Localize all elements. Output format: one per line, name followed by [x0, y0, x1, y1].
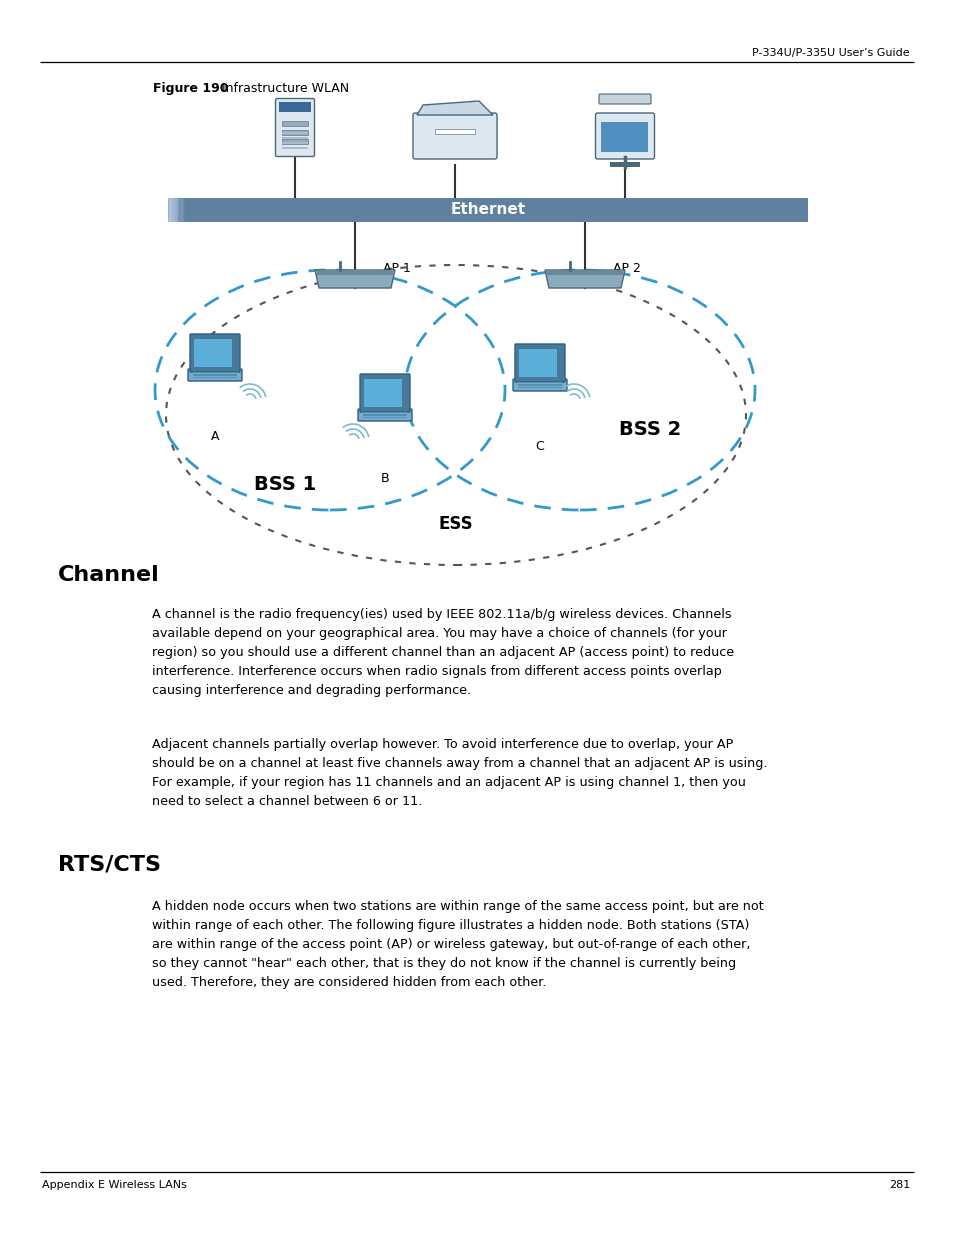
Bar [177, 198, 178, 222]
Bar [172, 198, 173, 222]
Bar [177, 198, 179, 222]
Bar [185, 198, 186, 222]
Text: 281: 281 [888, 1179, 909, 1191]
Bar [193, 372, 236, 373]
Bar [193, 374, 236, 375]
Bar [363, 416, 407, 417]
Bar [517, 384, 561, 385]
Bar [171, 198, 172, 222]
Bar [282, 137, 308, 140]
Bar [193, 377, 236, 378]
Bar [183, 198, 184, 222]
Bar [364, 379, 401, 408]
FancyBboxPatch shape [190, 333, 240, 372]
Bar [184, 198, 185, 222]
Bar [180, 198, 182, 222]
Bar [178, 198, 180, 222]
Text: A hidden node occurs when two stations are within range of the same access point: A hidden node occurs when two stations a… [152, 900, 763, 989]
Text: P-334U/P-335U User’s Guide: P-334U/P-335U User’s Guide [752, 48, 909, 58]
Text: Figure 190: Figure 190 [152, 82, 229, 95]
Bar [174, 198, 175, 222]
Polygon shape [416, 101, 493, 115]
Text: A channel is the radio frequency(ies) used by IEEE 802.11a/b/g wireless devices.: A channel is the radio frequency(ies) us… [152, 608, 734, 697]
Bar [282, 130, 308, 135]
Bar [363, 411, 407, 412]
Polygon shape [314, 270, 395, 288]
Bar [518, 350, 557, 377]
Polygon shape [544, 270, 624, 288]
Text: ESS: ESS [438, 515, 473, 534]
Bar [517, 382, 561, 383]
Bar [168, 198, 170, 222]
Bar [282, 142, 308, 144]
Text: Ethernet: Ethernet [450, 203, 525, 217]
Text: AP 1: AP 1 [382, 262, 411, 275]
Bar [179, 198, 181, 222]
Bar [517, 387, 561, 388]
FancyBboxPatch shape [357, 409, 412, 421]
Bar [282, 140, 308, 144]
Bar [282, 132, 308, 135]
FancyBboxPatch shape [515, 345, 564, 382]
FancyBboxPatch shape [598, 94, 650, 104]
Bar [546, 270, 622, 275]
Bar [193, 338, 232, 367]
Text: C: C [535, 440, 544, 453]
Text: B: B [380, 472, 389, 485]
Bar [435, 128, 475, 133]
Text: A: A [211, 430, 219, 443]
Text: RTS/CTS: RTS/CTS [58, 855, 161, 876]
Text: BSS 2: BSS 2 [618, 420, 680, 438]
Text: AP 2: AP 2 [613, 262, 640, 275]
FancyBboxPatch shape [188, 369, 242, 382]
Bar [601, 122, 648, 152]
Bar [170, 198, 172, 222]
FancyBboxPatch shape [275, 99, 314, 157]
Bar [609, 162, 639, 167]
FancyBboxPatch shape [413, 112, 497, 159]
Bar [316, 270, 393, 275]
FancyBboxPatch shape [513, 379, 566, 391]
FancyBboxPatch shape [168, 198, 807, 222]
Bar [363, 414, 407, 415]
Bar [169, 198, 171, 222]
Text: Adjacent channels partially overlap however. To avoid interference due to overla: Adjacent channels partially overlap howe… [152, 739, 767, 808]
Bar [282, 147, 308, 149]
FancyBboxPatch shape [359, 374, 410, 412]
Bar [278, 103, 311, 112]
Bar [282, 121, 308, 126]
Bar [182, 198, 183, 222]
Text: Appendix E Wireless LANs: Appendix E Wireless LANs [42, 1179, 187, 1191]
Text: Channel: Channel [58, 564, 159, 585]
Bar [181, 198, 183, 222]
Bar [173, 198, 174, 222]
Bar [175, 198, 176, 222]
Text: Infrastructure WLAN: Infrastructure WLAN [222, 82, 349, 95]
FancyBboxPatch shape [595, 112, 654, 159]
Text: BSS 1: BSS 1 [253, 475, 315, 494]
Bar [176, 198, 177, 222]
Bar [172, 198, 174, 222]
